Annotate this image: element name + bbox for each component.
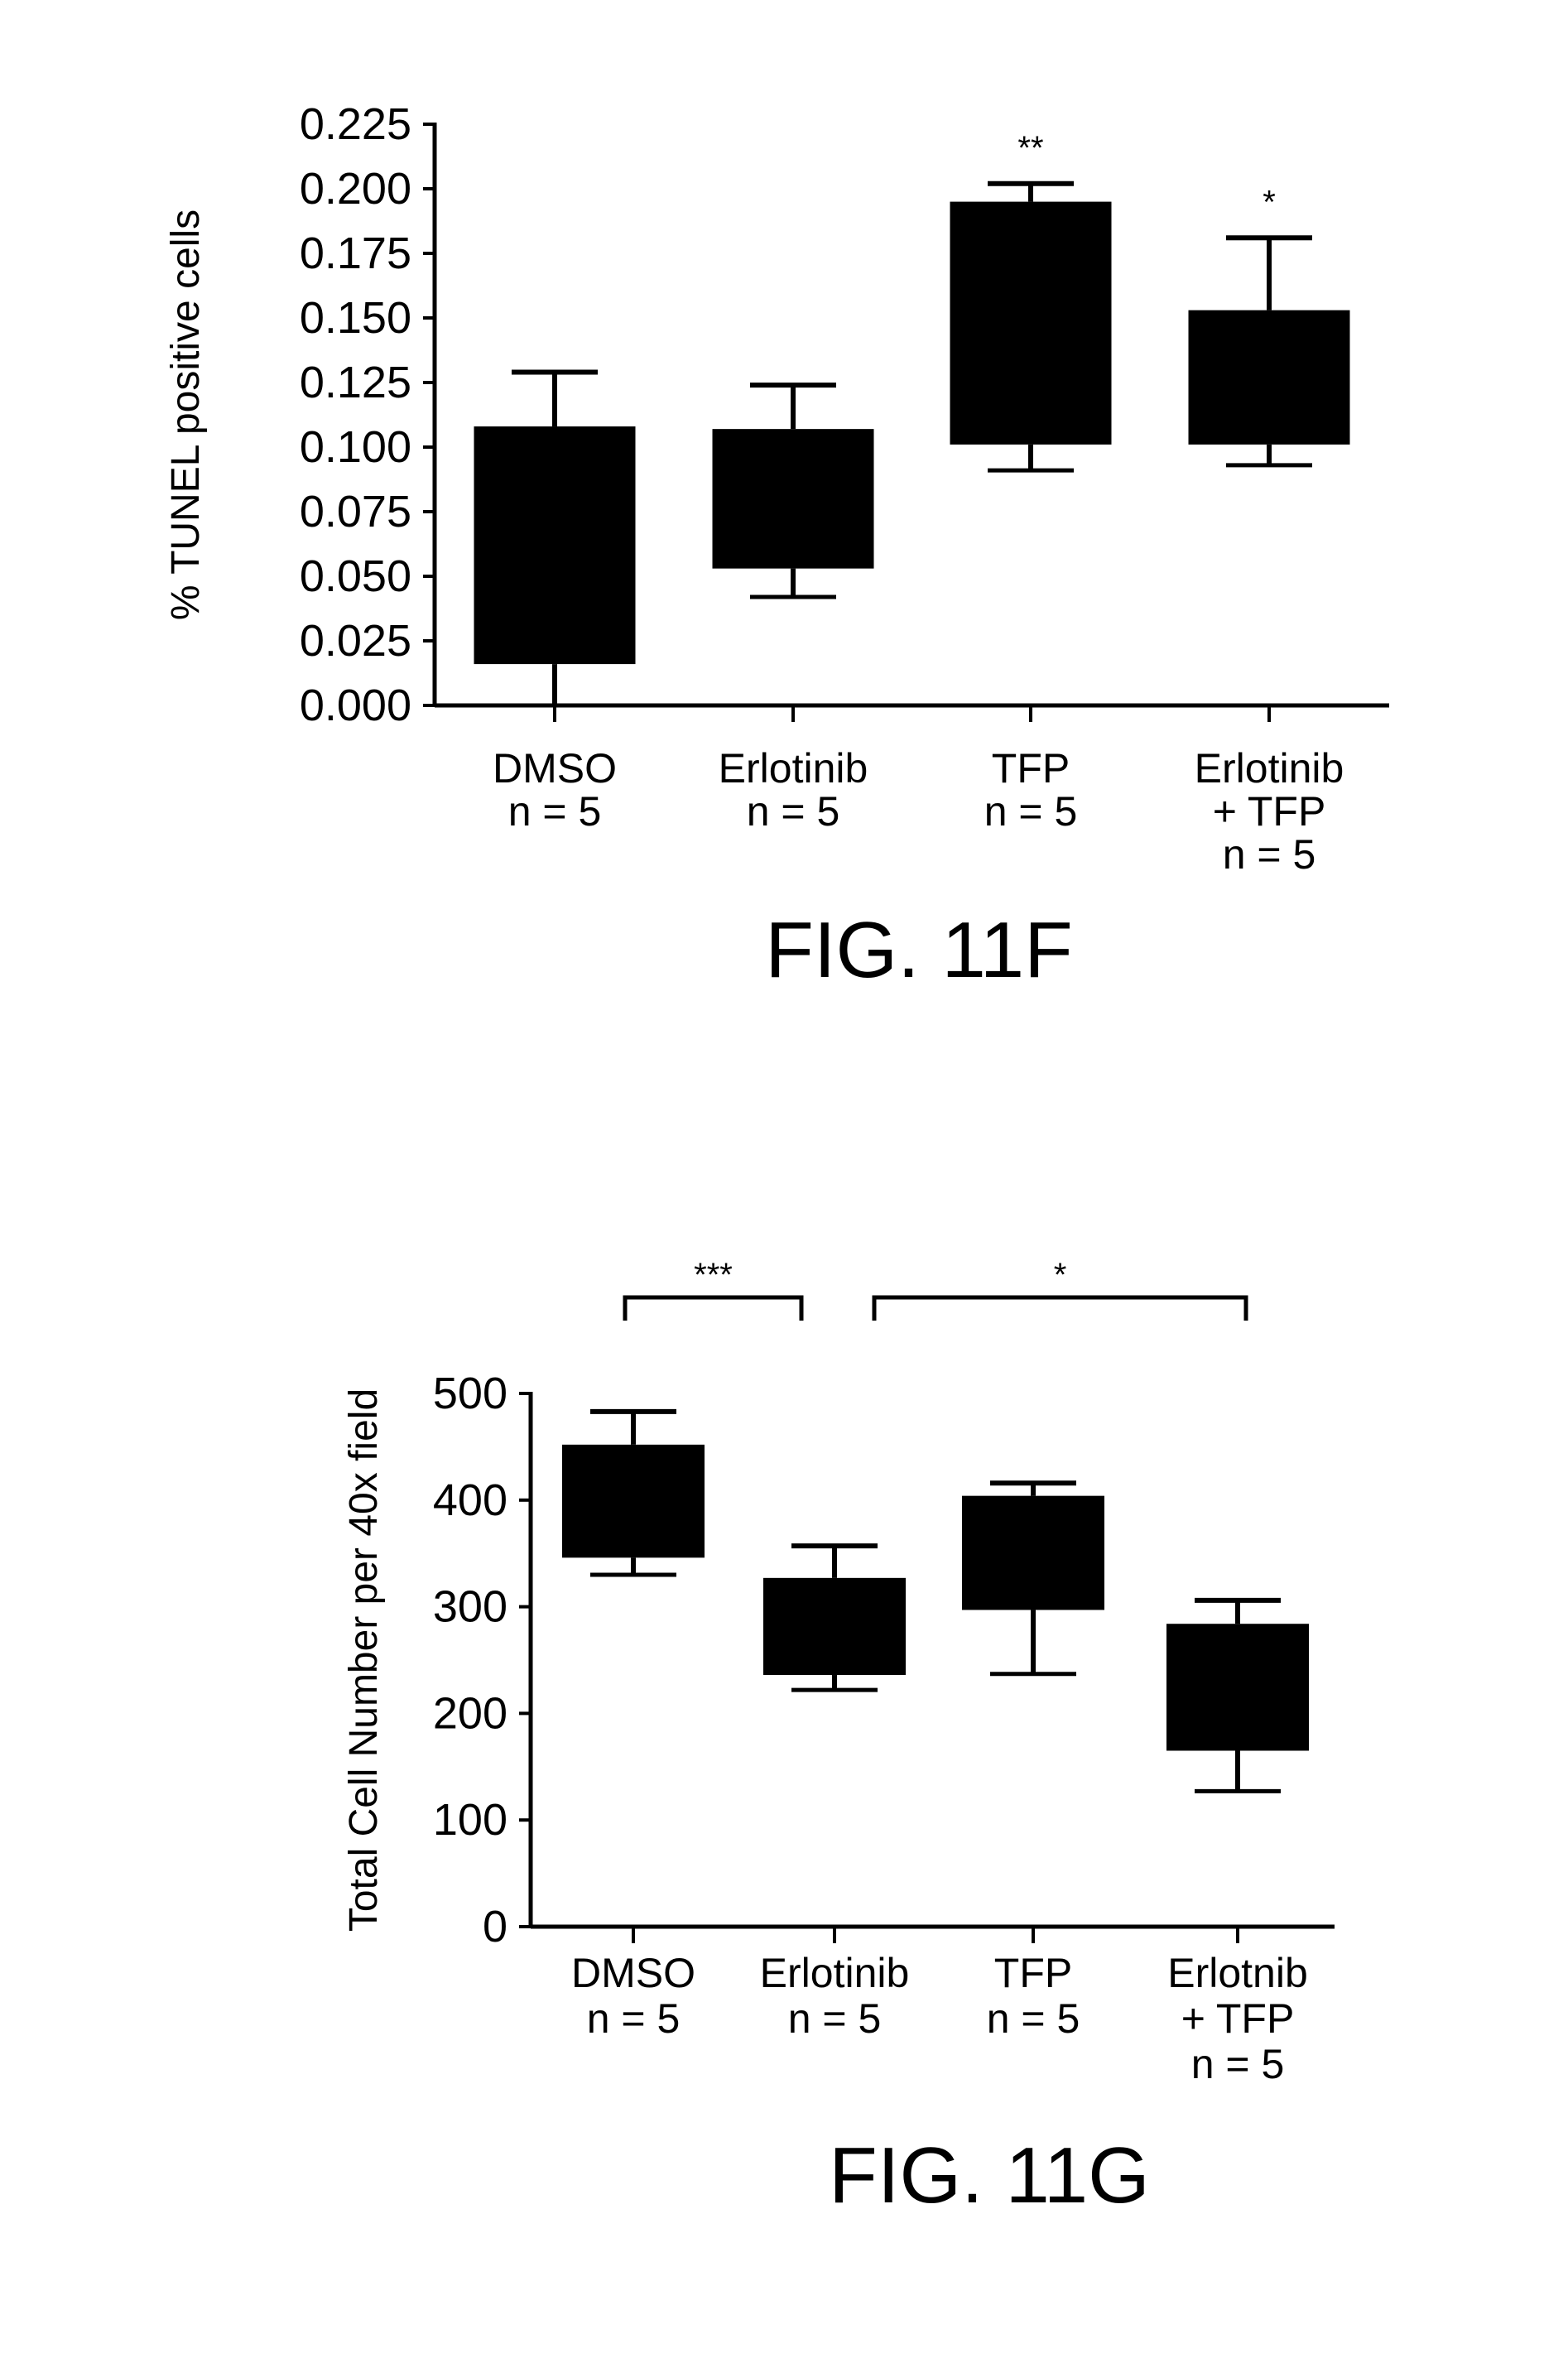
- y-tick-label: 200: [433, 1688, 507, 1738]
- box-body: [962, 1496, 1104, 1610]
- category-label: + TFP: [1181, 1995, 1295, 2042]
- category-label: n = 5: [747, 788, 840, 835]
- box-series: [562, 1412, 1309, 1792]
- category-label: n = 5: [788, 1995, 882, 2042]
- box-3: [1189, 238, 1350, 465]
- y-ticks: 0 100 200 300 400 500: [433, 1369, 531, 1952]
- category-label: DMSO: [493, 745, 617, 792]
- box-body: [763, 1578, 906, 1675]
- category-label: n = 5: [987, 1995, 1080, 2042]
- box-body: [1189, 310, 1350, 445]
- chart-11g: Total Cell Number per 40x field 0 100 200 3…: [342, 1257, 1335, 2220]
- box-1: [713, 385, 874, 597]
- x-ticks: [633, 1927, 1238, 1943]
- x-ticks: [555, 705, 1269, 722]
- y-tick-label: 100: [433, 1795, 507, 1845]
- significance-bracket: *: [874, 1257, 1246, 1321]
- significance-marker: **: [1017, 130, 1043, 166]
- box-body: [474, 426, 636, 664]
- box-body: [1166, 1624, 1309, 1750]
- y-tick-label: 0.050: [300, 551, 411, 601]
- bracket-line: [874, 1297, 1246, 1321]
- y-tick-label: 0.000: [300, 681, 411, 730]
- y-tick-label: 0.175: [300, 229, 411, 278]
- category-labels: DMSOn = 5Erlotinibn = 5TFPn = 5Erlotinib…: [493, 745, 1344, 878]
- category-label: Erlotnib: [1167, 1950, 1308, 1996]
- category-label: DMSO: [571, 1950, 695, 1996]
- bracket-line: [625, 1297, 801, 1321]
- box-3: [1166, 1600, 1309, 1792]
- y-tick-label: 0.225: [300, 99, 411, 149]
- y-axis-label: % TUNEL positive cells: [164, 209, 208, 620]
- category-label: n = 5: [587, 1995, 681, 2042]
- category-label: Erlotinib: [1195, 745, 1344, 792]
- category-labels: DMSOn = 5Erlotinibn = 5TFPn = 5Erlotnib+…: [571, 1950, 1308, 2087]
- category-label: n = 5: [508, 788, 602, 835]
- box-2: [950, 184, 1112, 470]
- y-tick-label: 0.025: [300, 616, 411, 666]
- figure-label: FIG. 11F: [765, 906, 1073, 994]
- chart-11f: % TUNEL positive cells 0.0000.0250.0500.…: [164, 99, 1389, 994]
- category-label: TFP: [992, 745, 1070, 792]
- category-label: TFP: [994, 1950, 1072, 1996]
- y-axis-label: Total Cell Number per 40x field: [342, 1388, 386, 1932]
- significance-marker: *: [1263, 184, 1276, 220]
- y-tick-label: 0.150: [300, 293, 411, 343]
- significance-bracket: ***: [625, 1257, 801, 1321]
- y-tick-label: 500: [433, 1369, 507, 1418]
- figure-label: FIG. 11G: [829, 2131, 1150, 2220]
- box-1: [763, 1546, 906, 1690]
- y-tick-label: 0.125: [300, 358, 411, 407]
- category-label: n = 5: [1191, 2041, 1285, 2087]
- y-tick-label: 300: [433, 1582, 507, 1632]
- category-label: + TFP: [1213, 788, 1326, 835]
- box-2: [962, 1483, 1104, 1674]
- category-label: Erlotinib: [760, 1950, 910, 1996]
- box-body: [713, 429, 874, 568]
- y-tick-label: 0.075: [300, 487, 411, 537]
- box-0: [562, 1412, 705, 1575]
- box-body: [562, 1445, 705, 1558]
- category-label: n = 5: [984, 788, 1078, 835]
- significance-marker: ***: [694, 1257, 733, 1293]
- y-tick-label: 0.100: [300, 422, 411, 472]
- y-ticks: 0.000 0.025 0.050 0.075 0.100 0.125 0.150 0.175…: [300, 99, 435, 730]
- y-tick-label: 400: [433, 1475, 507, 1525]
- box-series: [474, 184, 1350, 705]
- y-tick-label: 0: [483, 1902, 507, 1952]
- box-body: [950, 202, 1112, 445]
- box-0: [474, 373, 636, 705]
- significance-brackets: ****: [625, 1257, 1246, 1321]
- significance-marker: *: [1054, 1257, 1067, 1293]
- category-label: Erlotinib: [719, 745, 868, 792]
- category-label: n = 5: [1223, 831, 1316, 878]
- y-tick-label: 0.200: [300, 164, 411, 214]
